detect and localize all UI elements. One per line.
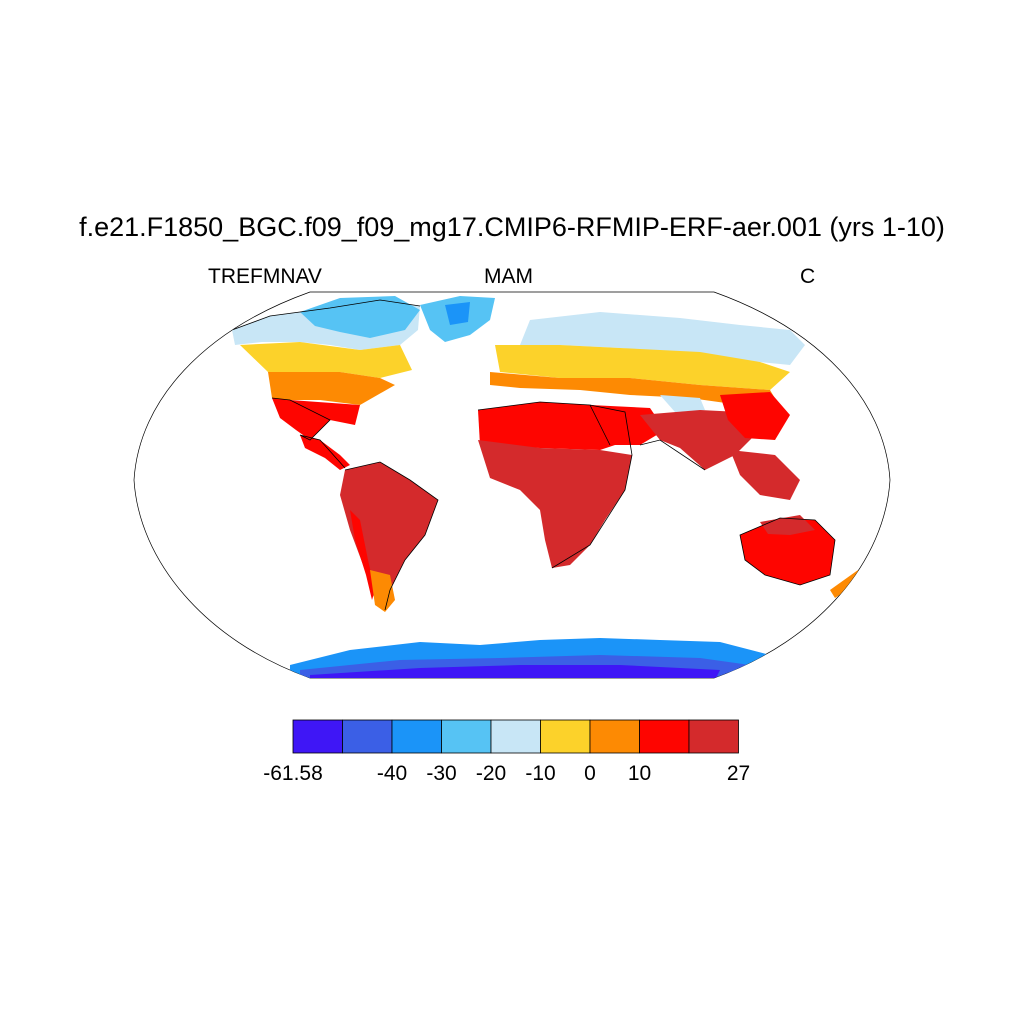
tibet-cold (660, 395, 705, 412)
plot-title: f.e21.F1850_BGC.f09_f09_mg17.CMIP6-RFMIP… (79, 212, 945, 242)
colorbar-tick-label: 27 (726, 762, 751, 785)
colorbar-swatch (391, 719, 442, 754)
australia-north (760, 515, 815, 535)
central-america (300, 435, 350, 470)
variable-label: TREFMNAV (208, 265, 322, 288)
east-asia (720, 392, 790, 440)
colorbar-tick-label: -30 (426, 762, 457, 785)
north-america-orange (268, 372, 395, 405)
land-fill (232, 296, 862, 678)
eurasia-orange (490, 372, 785, 415)
north-america-yellow (240, 342, 412, 378)
africa (478, 440, 632, 568)
coastlines (231, 299, 836, 611)
colorbar-tick-label: -20 (475, 762, 507, 785)
eurasia-yellow (495, 345, 790, 390)
colorbar-swatch (589, 719, 640, 754)
colorbar-swatch (441, 719, 492, 754)
antarctica-core (310, 665, 720, 678)
north-america-red (272, 398, 360, 440)
colorbar-tick-label: -61.58 (263, 762, 323, 785)
units-label: C (800, 265, 816, 288)
colorbar-swatch (639, 719, 690, 754)
colorbar-swatch (342, 719, 393, 754)
greenland-core (445, 302, 470, 325)
colorbar-tick-label: 0 (584, 762, 596, 785)
patagonia (370, 570, 395, 612)
colorbar-tick-label: -40 (376, 762, 408, 785)
south-america-andes (350, 510, 375, 600)
south-asia (640, 410, 760, 470)
season-label: MAM (484, 265, 533, 288)
colorbar-swatch (688, 719, 739, 754)
colorbar-swatch (292, 719, 343, 754)
colorbar-tick-label: -10 (525, 762, 556, 785)
arctic-islands (300, 296, 420, 338)
southeast-asia (730, 450, 800, 500)
eurasia-light (520, 312, 805, 365)
colorbar-tick-label: 10 (627, 762, 652, 785)
colorbar-swatch (540, 719, 591, 754)
australia (740, 518, 835, 585)
south-america (340, 462, 438, 610)
colorbar-swatch (490, 719, 541, 754)
